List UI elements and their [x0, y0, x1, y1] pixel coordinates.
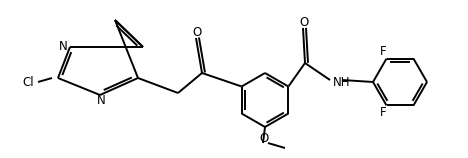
Text: F: F	[380, 45, 387, 58]
Text: O: O	[300, 16, 308, 30]
Text: O: O	[192, 27, 202, 40]
Text: Cl: Cl	[22, 76, 34, 88]
Text: F: F	[380, 106, 387, 119]
Text: NH: NH	[333, 76, 351, 89]
Text: N: N	[58, 40, 67, 52]
Text: N: N	[96, 94, 105, 107]
Text: O: O	[259, 131, 269, 145]
